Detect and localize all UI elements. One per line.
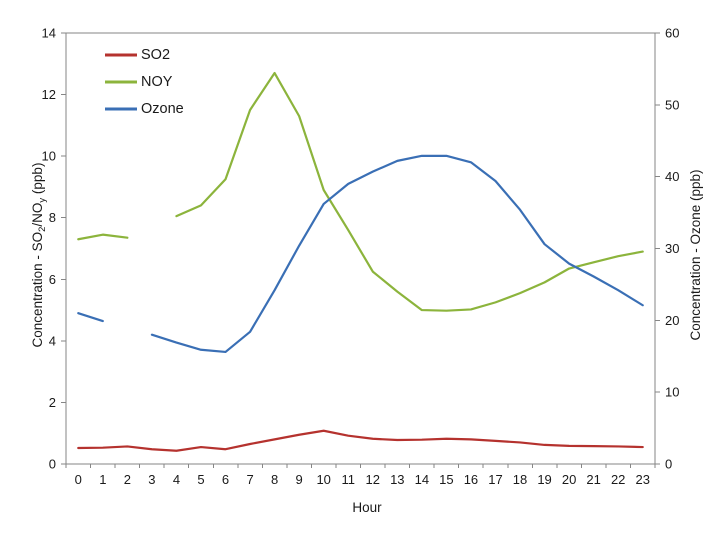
x-tick-label: 15 — [439, 472, 453, 487]
x-axis-ticks: 0 1 2 3 4 5 6 7 8 9 10 11 12 13 14 15 16 17 18 19 20 21 22 23 — [65, 464, 656, 487]
x-axis-title: Hour — [352, 500, 382, 515]
x-tick-label: 7 — [246, 472, 253, 487]
data-series-group — [77, 71, 644, 452]
y2-tick-label: 10 — [665, 385, 679, 400]
x-tick-label: 19 — [537, 472, 551, 487]
x-tick-label: 6 — [222, 472, 229, 487]
series-line-noy — [77, 233, 129, 241]
y2-tick-label: 40 — [665, 169, 679, 184]
series-line-so2 — [77, 429, 644, 452]
x-tick-label: 10 — [316, 472, 330, 487]
y2-tick-label: 60 — [665, 26, 679, 41]
y-tick-label: 8 — [49, 210, 56, 225]
x-tick-label: 13 — [390, 472, 404, 487]
x-tick-label: 17 — [488, 472, 502, 487]
x-tick-label: 8 — [271, 472, 278, 487]
y2-tick-label: 20 — [665, 313, 679, 328]
x-tick-label: 2 — [124, 472, 131, 487]
x-tick-label: 18 — [513, 472, 527, 487]
x-tick-label: 4 — [173, 472, 180, 487]
y2-tick-label: 50 — [665, 97, 679, 112]
y-tick-label: 6 — [49, 272, 56, 287]
x-tick-label: 23 — [635, 472, 649, 487]
y2-axis-ticks: 0 10 20 30 40 50 60 — [655, 26, 679, 472]
series-line-ozone — [150, 154, 644, 354]
y2-tick-label: 30 — [665, 241, 679, 256]
x-tick-label: 14 — [415, 472, 429, 487]
y-tick-label: 12 — [42, 87, 56, 102]
x-tick-label: 12 — [366, 472, 380, 487]
x-tick-label: 5 — [197, 472, 204, 487]
series-line-noy — [175, 71, 644, 312]
y-tick-label: 4 — [49, 333, 56, 348]
x-tick-label: 21 — [586, 472, 600, 487]
y-tick-label: 0 — [49, 457, 56, 472]
x-tick-label: 16 — [464, 472, 478, 487]
y-tick-label: 10 — [42, 149, 56, 164]
legend-label-ozone: Ozone — [141, 101, 184, 117]
y-tick-label: 2 — [49, 395, 56, 410]
x-tick-label: 20 — [562, 472, 576, 487]
y-tick-label: 14 — [42, 26, 56, 41]
y-axis-ticks: 0 2 4 6 8 10 12 14 — [42, 26, 66, 472]
x-tick-label: 22 — [611, 472, 625, 487]
x-tick-label: 0 — [75, 472, 82, 487]
x-tick-label: 3 — [148, 472, 155, 487]
legend-label-so2: SO2 — [141, 47, 170, 63]
x-tick-label: 9 — [296, 472, 303, 487]
x-tick-label: 1 — [99, 472, 106, 487]
x-tick-label: 11 — [341, 472, 355, 487]
y2-axis-title: Concentration - Ozone (ppb) — [688, 169, 703, 340]
legend-label-noy: NOY — [141, 74, 173, 90]
series-line-ozone — [77, 312, 104, 323]
chart-legend: SO2 NOY Ozone — [105, 47, 184, 117]
y2-tick-label: 0 — [665, 457, 672, 472]
y-axis-title: Concentration - SO2/NOy (ppb) — [30, 163, 48, 348]
